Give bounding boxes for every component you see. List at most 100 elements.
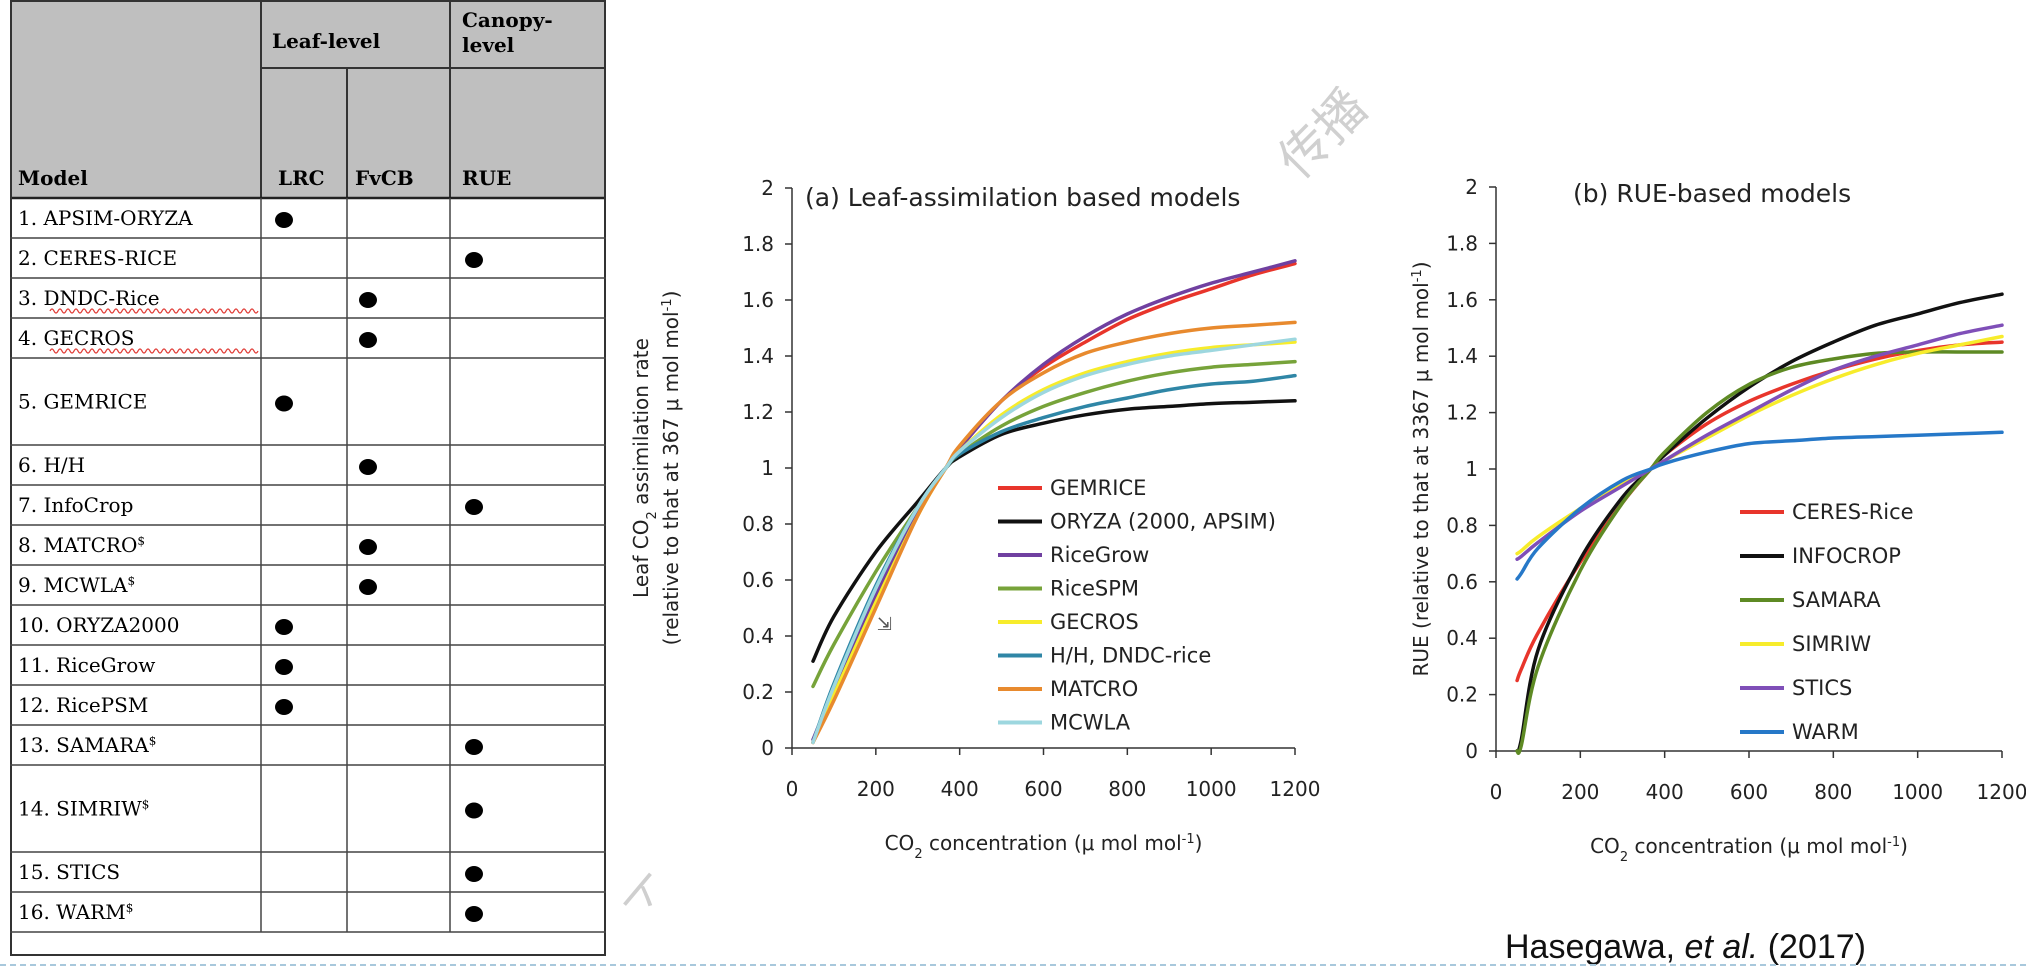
y-tick-label: 0.2 bbox=[1446, 683, 1478, 707]
model-name: 6. H/H bbox=[18, 453, 85, 477]
y-tick-label: 0 bbox=[761, 736, 774, 760]
y-tick-label: 1.2 bbox=[742, 400, 774, 424]
table-group-header-canopy: level bbox=[462, 33, 515, 57]
y-tick-label: 0.6 bbox=[742, 568, 774, 592]
chart-title: (a) Leaf-assimilation based models bbox=[805, 183, 1240, 212]
legend-label: H/H, DNDC-rice bbox=[1050, 644, 1211, 668]
model-marker-dot bbox=[465, 252, 483, 268]
x-tick-label: 400 bbox=[941, 777, 979, 801]
y-axis-label: Leaf CO2 assimilation rate bbox=[630, 338, 660, 598]
model-name: 4. GECROS bbox=[18, 326, 134, 350]
table-column-header: Model bbox=[18, 166, 88, 190]
model-name: 1. APSIM-ORYZA bbox=[18, 206, 193, 230]
model-name: 15. STICS bbox=[18, 860, 120, 884]
y-tick-label: 1.4 bbox=[1446, 344, 1478, 368]
model-marker-dot bbox=[275, 699, 293, 715]
table-row: 7. InfoCrop bbox=[10, 485, 606, 526]
y-tick-label: 0 bbox=[1465, 739, 1478, 763]
table-row: 10. ORYZA2000 bbox=[10, 605, 606, 646]
y-tick-label: 0.4 bbox=[742, 624, 774, 648]
legend-label: RiceGrow bbox=[1050, 543, 1149, 567]
model-marker-dot bbox=[359, 292, 377, 308]
y-tick-label: 0.2 bbox=[742, 680, 774, 704]
table-column-header: FvCB bbox=[355, 166, 414, 190]
table-row: 11. RiceGrow bbox=[10, 645, 606, 686]
legend-label: SIMRIW bbox=[1792, 632, 1871, 656]
model-marker-dot bbox=[359, 579, 377, 595]
series-line bbox=[811, 320, 1297, 745]
model-marker-dot bbox=[465, 906, 483, 922]
x-tick-label: 1200 bbox=[1977, 780, 2026, 804]
x-tick-label: 600 bbox=[1730, 780, 1768, 804]
model-name: 11. RiceGrow bbox=[18, 653, 155, 677]
model-marker-dot bbox=[465, 802, 483, 819]
series-line bbox=[1515, 292, 2004, 753]
y-tick-label: 1.8 bbox=[742, 232, 774, 256]
y-tick-label: 1.8 bbox=[1446, 231, 1478, 255]
x-axis-label: CO2 concentration (μ mol mol-1) bbox=[885, 831, 1203, 862]
model-name: 9. MCWLA$ bbox=[18, 573, 135, 597]
model-marker-dot bbox=[465, 866, 483, 882]
series-line bbox=[811, 340, 1297, 745]
x-tick-label: 600 bbox=[1024, 777, 1062, 801]
series-line bbox=[811, 259, 1297, 742]
model-marker-dot bbox=[275, 395, 293, 412]
table-row: 16. WARM$ bbox=[10, 892, 606, 933]
table-row: 1. APSIM-ORYZA bbox=[10, 198, 606, 239]
series-line bbox=[811, 399, 1297, 663]
x-tick-label: 1000 bbox=[1892, 780, 1943, 804]
model-marker-dot bbox=[359, 539, 377, 555]
y-tick-label: 2 bbox=[761, 176, 774, 200]
legend-label: CERES-Rice bbox=[1792, 500, 1914, 524]
table-column-header: LRC bbox=[278, 166, 325, 190]
mouse-cursor-icon: ⇲ bbox=[877, 614, 893, 635]
chart-leaf-assimilation: 0 0.2 0.4 0.6 0.8 1 1.2 1.4 1.6 1.8 2 0 200 400 600 800… bbox=[630, 176, 1321, 862]
model-name: 13. SAMARA$ bbox=[18, 733, 156, 757]
table-row: 6. H/H bbox=[10, 445, 606, 486]
x-tick-label: 200 bbox=[1561, 780, 1599, 804]
x-tick-label: 800 bbox=[1814, 780, 1852, 804]
x-tick-label: 200 bbox=[857, 777, 895, 801]
model-marker-dot bbox=[359, 332, 377, 348]
legend-label: ORYZA (2000, APSIM) bbox=[1050, 510, 1276, 534]
spellcheck-underline bbox=[49, 348, 259, 354]
table-group-header-leaf: Leaf-level bbox=[272, 29, 381, 53]
y-tick-label: 0.8 bbox=[742, 512, 774, 536]
table-row: 13. SAMARA$ bbox=[10, 725, 606, 766]
x-axis-label: CO2 concentration (μ mol mol-1) bbox=[1590, 834, 1908, 865]
legend-label: MATCRO bbox=[1050, 677, 1138, 701]
table-header-background bbox=[10, 0, 606, 198]
legend-label: STICS bbox=[1792, 676, 1852, 700]
x-tick-label: 1200 bbox=[1270, 777, 1321, 801]
model-marker-dot bbox=[275, 659, 293, 675]
x-tick-label: 0 bbox=[1490, 780, 1503, 804]
series-line bbox=[1515, 350, 2004, 755]
model-marker-dot bbox=[275, 619, 293, 635]
model-name: 3. DNDC-Rice bbox=[18, 286, 160, 310]
citation: Hasegawa, et al. (2017) bbox=[1505, 928, 1866, 966]
series-line bbox=[811, 261, 1297, 745]
model-marker-dot bbox=[275, 212, 293, 228]
legend-label: SAMARA bbox=[1792, 588, 1881, 612]
table-column-header: RUE bbox=[462, 166, 511, 190]
y-tick-label: 1.2 bbox=[1446, 401, 1478, 425]
series-line bbox=[1515, 430, 2004, 581]
series-line bbox=[811, 337, 1297, 745]
y-tick-label: 0.6 bbox=[1446, 570, 1478, 594]
model-name: 14. SIMRIW$ bbox=[18, 797, 149, 821]
y-tick-label: 1.6 bbox=[742, 288, 774, 312]
table-row: 8. MATCRO$ bbox=[10, 525, 606, 566]
legend-label: MCWLA bbox=[1050, 711, 1131, 735]
bottom-divider bbox=[0, 964, 2026, 966]
y-tick-label: 0.8 bbox=[1446, 513, 1478, 537]
model-comparison-table: Leaf-level Canopy-level Model LRC FvCB RUE 1. … bbox=[10, 0, 606, 956]
series-line bbox=[811, 359, 1297, 689]
y-tick-label: 2 bbox=[1465, 175, 1478, 199]
x-tick-label: 800 bbox=[1108, 777, 1146, 801]
y-tick-label: 1 bbox=[761, 456, 774, 480]
spellcheck-underline bbox=[49, 308, 259, 314]
chart-rue-based: 0 0.2 0.4 0.6 0.8 1 1.2 1.4 1.6 1.8 2 0 200 400 600 800… bbox=[1409, 175, 2026, 865]
model-marker-dot bbox=[359, 459, 377, 475]
y-axis-label: (relative to that at 367 μ mol mol-1) bbox=[659, 291, 683, 646]
table-row: 12. RicePSM bbox=[10, 685, 606, 726]
